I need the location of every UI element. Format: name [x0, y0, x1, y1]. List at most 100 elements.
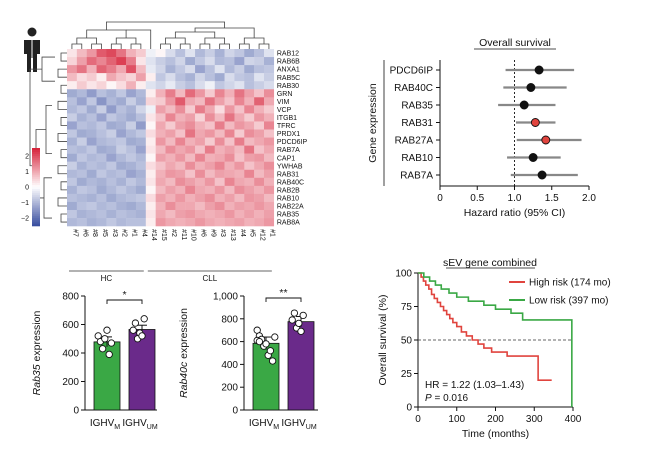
colorbar-tick-label: 2 — [25, 153, 29, 160]
heatmap-cell — [175, 97, 186, 106]
bar-data-point — [266, 347, 275, 355]
heatmap-cell — [155, 169, 166, 178]
heatmap-cell — [224, 169, 235, 178]
heatmap-cell — [175, 89, 186, 98]
heatmap-cell — [185, 65, 196, 74]
heatmap-cell — [116, 161, 127, 170]
dendrogram-branch — [165, 37, 186, 44]
dendrogram-branch — [57, 197, 67, 207]
forest-title: Overall survival — [479, 37, 551, 49]
heatmap-cell — [145, 177, 156, 187]
colorbar-segment — [32, 173, 40, 176]
heatmap-cell — [135, 218, 146, 227]
heatmap-cell — [264, 185, 275, 195]
heatmap-row-label: RAB35 — [277, 212, 299, 219]
heatmap-cell — [116, 201, 127, 211]
heatmap-cell — [86, 137, 97, 146]
dendrogram-branch — [110, 43, 122, 49]
colorbar-segment — [32, 163, 40, 166]
heatmap-cell — [244, 145, 255, 154]
heatmap-cell — [175, 73, 186, 82]
bar-data-point — [129, 326, 137, 334]
forest-x-tick-label: 0.5 — [470, 193, 484, 204]
heatmap-cell — [214, 145, 225, 154]
heatmap-cell — [155, 177, 166, 187]
heatmap-cell — [135, 89, 146, 98]
heatmap-cell — [214, 218, 225, 227]
heatmap-cell — [126, 161, 137, 170]
heatmap-cell — [214, 210, 225, 219]
heatmap-cell — [175, 161, 186, 170]
bar-y-label-rest: expression — [31, 311, 43, 365]
heatmap-cell — [224, 137, 235, 146]
heatmap-column-label: #14 — [150, 229, 157, 241]
heatmap-cell — [244, 161, 255, 170]
heatmap-cell — [86, 81, 97, 90]
heatmap-cell — [76, 73, 87, 82]
heatmap-cell — [195, 73, 206, 82]
dendrogram-branch — [91, 43, 102, 49]
heatmap-cell — [116, 81, 127, 90]
heatmap-cell — [244, 121, 255, 130]
heatmap-cell — [106, 218, 117, 227]
forest-row-label: RAB31 — [401, 118, 433, 129]
heatmap-cell — [175, 177, 186, 187]
heatmap-cell — [145, 97, 156, 106]
dendrogram-branch — [199, 43, 211, 49]
km-y-tick-label: 75 — [401, 302, 413, 313]
heatmap-cell — [254, 153, 265, 162]
heatmap-cell — [106, 89, 117, 98]
heatmap-cell — [67, 145, 78, 154]
heatmap-cell — [106, 185, 117, 195]
heatmap-column-label: #4 — [239, 229, 246, 237]
heatmap-cell — [76, 177, 87, 187]
forest-x-label: Hazard ratio (95% CI) — [464, 207, 566, 219]
heatmap-cell — [175, 145, 186, 154]
heatmap-cell — [185, 169, 196, 178]
forest-point — [541, 135, 551, 145]
heatmap-cell — [96, 73, 107, 82]
bar-data-point — [297, 327, 305, 335]
heatmap-cell — [185, 81, 196, 90]
heatmap-cell — [204, 137, 215, 146]
dendrogram-branch — [130, 43, 142, 49]
heatmap-cell — [175, 129, 186, 138]
heatmap-cell — [86, 105, 97, 114]
bar-data-point — [268, 357, 277, 365]
heatmap-cell — [96, 129, 107, 138]
heatmap-cell — [185, 218, 196, 227]
heatmap-cell — [145, 137, 156, 146]
heatmap-cell — [155, 185, 166, 195]
heatmap-row-label: RAB6B — [277, 59, 300, 66]
heatmap-cell — [165, 113, 176, 122]
heatmap-cell — [155, 105, 166, 114]
heatmap-cell — [126, 89, 137, 98]
heatmap-cell — [126, 137, 137, 146]
bar-y-label: Rab40c expression — [178, 308, 190, 398]
bar-data-point — [105, 350, 113, 359]
heatmap-cell — [224, 89, 235, 98]
colorbar-tick-label: −1 — [21, 200, 29, 207]
bar-data-point — [271, 333, 279, 341]
heatmap-cell — [224, 113, 235, 122]
heatmap-column-label: #6 — [199, 229, 206, 237]
bar-category-sub: UM — [147, 424, 158, 431]
heatmap-cell — [254, 193, 265, 203]
kaplan-meier-panel: sEV gene combined 0 25 50 75 100 0 100 200 300 400… — [377, 257, 611, 440]
heatmap-cell — [244, 201, 255, 211]
heatmap-cell — [214, 57, 225, 66]
heatmap-cell — [195, 81, 206, 90]
heatmap-cell — [264, 193, 275, 203]
heatmap-cell — [155, 161, 166, 170]
heatmap-cell — [135, 97, 146, 106]
heatmap-cell — [254, 73, 265, 82]
heatmap-cell — [185, 49, 196, 58]
heatmap-cell — [254, 49, 265, 58]
heatmap-cell — [76, 145, 87, 154]
km-y-tick-label: 50 — [401, 336, 413, 347]
heatmap-cell — [244, 65, 255, 74]
heatmap-cell — [254, 129, 265, 138]
heatmap-cell — [204, 113, 215, 122]
heatmap-cell — [224, 49, 235, 58]
heatmap-cell — [67, 49, 78, 58]
